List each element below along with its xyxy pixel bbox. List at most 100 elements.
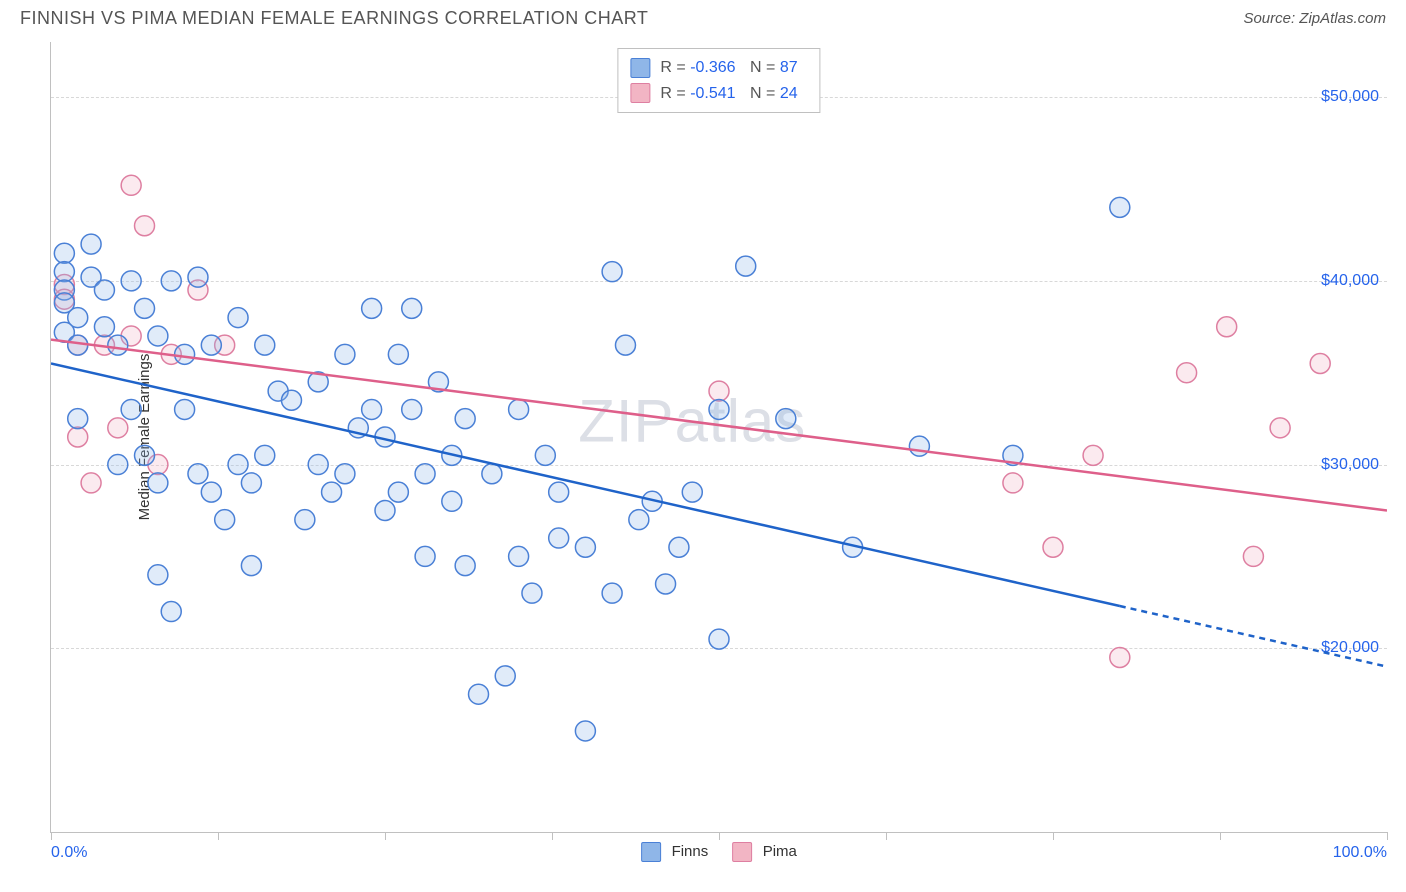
data-point-finns bbox=[455, 556, 475, 576]
data-point-finns bbox=[148, 326, 168, 346]
data-point-finns bbox=[455, 409, 475, 429]
data-point-pima bbox=[709, 381, 729, 401]
data-point-finns bbox=[615, 335, 635, 355]
data-point-finns bbox=[175, 344, 195, 364]
data-point-pima bbox=[1217, 317, 1237, 337]
data-point-finns bbox=[549, 482, 569, 502]
data-point-finns bbox=[255, 445, 275, 465]
data-point-finns bbox=[135, 445, 155, 465]
trend-line-finns-extrapolated bbox=[1120, 606, 1387, 667]
data-point-finns bbox=[201, 335, 221, 355]
data-point-finns bbox=[175, 399, 195, 419]
data-point-pima bbox=[68, 427, 88, 447]
legend-row-finns: R = -0.366 N = 87 bbox=[630, 55, 807, 81]
data-point-finns bbox=[255, 335, 275, 355]
data-point-pima bbox=[81, 473, 101, 493]
data-point-finns bbox=[68, 308, 88, 328]
data-point-pima bbox=[135, 216, 155, 236]
data-point-finns bbox=[509, 546, 529, 566]
data-point-finns bbox=[161, 602, 181, 622]
data-point-finns bbox=[94, 317, 114, 337]
legend-item-pima: Pima bbox=[732, 842, 797, 862]
x-axis-max-label: 100.0% bbox=[1333, 844, 1387, 862]
data-point-finns bbox=[228, 308, 248, 328]
data-point-pima bbox=[1177, 363, 1197, 383]
data-point-finns bbox=[215, 510, 235, 530]
data-point-finns bbox=[228, 455, 248, 475]
legend-label-finns: Finns bbox=[672, 843, 709, 860]
data-point-pima bbox=[1243, 546, 1263, 566]
correlation-legend: R = -0.366 N = 87 R = -0.541 N = 24 bbox=[617, 48, 820, 113]
data-point-finns bbox=[54, 262, 74, 282]
data-point-finns bbox=[709, 399, 729, 419]
legend-swatch-pima bbox=[630, 83, 650, 103]
legend-label-pima: Pima bbox=[763, 843, 797, 860]
data-point-finns bbox=[201, 482, 221, 502]
data-point-finns bbox=[629, 510, 649, 530]
data-point-finns bbox=[469, 684, 489, 704]
data-point-finns bbox=[482, 464, 502, 484]
data-point-finns bbox=[295, 510, 315, 530]
data-point-finns bbox=[54, 243, 74, 263]
data-point-finns bbox=[188, 464, 208, 484]
data-point-finns bbox=[656, 574, 676, 594]
legend-swatch-finns bbox=[630, 58, 650, 78]
data-point-finns bbox=[402, 399, 422, 419]
data-point-finns bbox=[188, 267, 208, 287]
data-point-finns bbox=[362, 399, 382, 419]
data-point-pima bbox=[121, 175, 141, 195]
data-point-finns bbox=[602, 583, 622, 603]
data-point-finns bbox=[121, 399, 141, 419]
data-point-finns bbox=[776, 409, 796, 429]
data-point-finns bbox=[575, 537, 595, 557]
data-point-finns bbox=[148, 473, 168, 493]
data-point-finns bbox=[362, 298, 382, 318]
data-point-finns bbox=[682, 482, 702, 502]
legend-swatch-pima-bottom bbox=[732, 842, 752, 862]
data-point-pima bbox=[1003, 473, 1023, 493]
data-point-finns bbox=[549, 528, 569, 548]
legend-row-pima: R = -0.541 N = 24 bbox=[630, 81, 807, 107]
data-point-finns bbox=[602, 262, 622, 282]
data-point-finns bbox=[108, 335, 128, 355]
data-point-pima bbox=[1310, 354, 1330, 374]
data-point-finns bbox=[281, 390, 301, 410]
legend-item-finns: Finns bbox=[641, 842, 708, 862]
finns-r-value: -0.366 bbox=[690, 59, 735, 76]
data-point-finns bbox=[909, 436, 929, 456]
data-point-finns bbox=[535, 445, 555, 465]
data-point-finns bbox=[135, 298, 155, 318]
data-point-finns bbox=[709, 629, 729, 649]
data-point-finns bbox=[375, 500, 395, 520]
chart-title: FINNISH VS PIMA MEDIAN FEMALE EARNINGS C… bbox=[20, 8, 648, 29]
data-point-pima bbox=[1270, 418, 1290, 438]
data-point-finns bbox=[335, 344, 355, 364]
data-point-finns bbox=[575, 721, 595, 741]
data-point-finns bbox=[81, 234, 101, 254]
legend-swatch-finns-bottom bbox=[641, 842, 661, 862]
data-point-finns bbox=[94, 280, 114, 300]
data-point-finns bbox=[241, 556, 261, 576]
data-point-finns bbox=[442, 491, 462, 511]
chart-plot-area: Median Female Earnings ZIPatlas R = -0.3… bbox=[50, 42, 1387, 833]
data-point-finns bbox=[388, 344, 408, 364]
pima-r-value: -0.541 bbox=[690, 85, 735, 102]
data-point-pima bbox=[1083, 445, 1103, 465]
data-point-finns bbox=[241, 473, 261, 493]
data-point-finns bbox=[415, 464, 435, 484]
x-axis-min-label: 0.0% bbox=[51, 844, 87, 862]
data-point-finns bbox=[108, 455, 128, 475]
data-point-finns bbox=[736, 256, 756, 276]
data-point-finns bbox=[509, 399, 529, 419]
pima-n-value: 24 bbox=[780, 85, 798, 102]
data-point-pima bbox=[1043, 537, 1063, 557]
data-point-finns bbox=[121, 271, 141, 291]
data-point-finns bbox=[415, 546, 435, 566]
finns-n-value: 87 bbox=[780, 59, 798, 76]
data-point-finns bbox=[522, 583, 542, 603]
series-legend: Finns Pima bbox=[641, 842, 797, 862]
data-point-finns bbox=[1110, 197, 1130, 217]
data-point-finns bbox=[308, 455, 328, 475]
data-point-finns bbox=[388, 482, 408, 502]
data-point-pima bbox=[108, 418, 128, 438]
